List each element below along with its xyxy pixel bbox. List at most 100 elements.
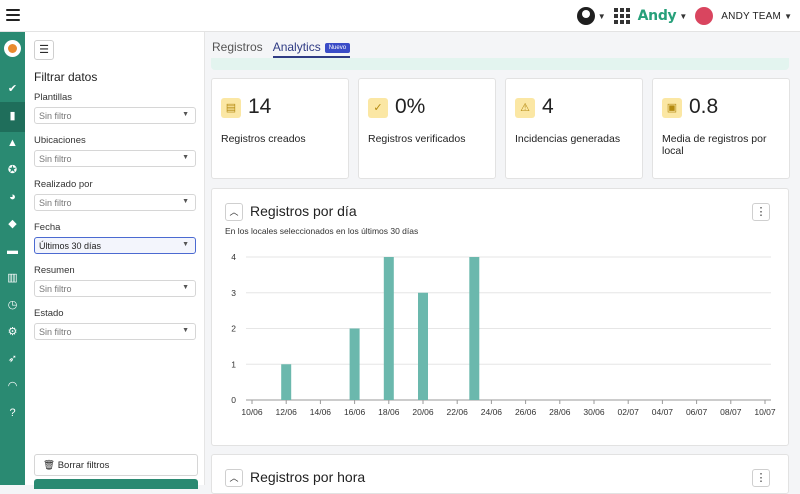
y-tick-label: 2: [231, 324, 236, 334]
fecha-select[interactable]: Últimos 30 días ▼: [34, 237, 196, 254]
x-tick-label: 02/07: [618, 407, 640, 417]
filter-resumen: Resumen Sin filtro ▼: [34, 265, 196, 297]
panel-subtitle: En los locales seleccionados en los últi…: [225, 226, 419, 236]
stat-value: 14: [248, 95, 272, 118]
team-name[interactable]: ANDY TEAM: [721, 10, 782, 22]
x-tick-label: 12/06: [276, 407, 298, 417]
realizado-por-select[interactable]: Sin filtro ▼: [34, 194, 196, 211]
sliders-icon[interactable]: ☰: [34, 40, 54, 60]
account-settings-icon[interactable]: [576, 7, 595, 25]
clipboard-list-icon: ▤: [221, 98, 241, 118]
stat-card-media-local: ▣ 0.8 Media de registros por local: [652, 78, 790, 179]
x-tick-label: 18/06: [378, 407, 400, 417]
filter-fecha: Fecha Últimos 30 días ▼: [34, 222, 196, 254]
pie-chart-icon[interactable]: ◕: [9, 191, 16, 203]
x-tick-label: 06/07: [686, 407, 708, 417]
apply-filters-button[interactable]: [34, 479, 198, 489]
filter-plantillas: Plantillas Sin filtro ▼: [34, 92, 196, 124]
select-value: Sin filtro: [39, 327, 72, 337]
x-tick-label: 26/06: [515, 407, 537, 417]
select-value: Sin filtro: [39, 284, 72, 294]
x-tick-label: 08/07: [720, 407, 742, 417]
x-tick-label: 04/07: [652, 407, 674, 417]
filter-realizado-por: Realizado por Sin filtro ▼: [34, 179, 196, 211]
clear-filters-button[interactable]: 🗑 Borrar filtros: [34, 454, 198, 476]
filter-label: Realizado por: [34, 179, 93, 190]
plantillas-select[interactable]: Sin filtro ▼: [34, 107, 196, 124]
filters-title: Filtrar datos: [34, 70, 98, 84]
top-right-actions: ▼ Andy ▼ ANDY TEAM ▼: [576, 5, 792, 27]
top-bar: ▼ Andy ▼ ANDY TEAM ▼: [0, 0, 800, 32]
stat-label: Registros verificados: [368, 133, 466, 145]
stat-value: 0.8: [689, 95, 719, 118]
bar: [349, 328, 360, 400]
clipboard-icon[interactable]: ▮: [9, 110, 16, 122]
tag-icon[interactable]: ◆: [8, 218, 17, 230]
headset-icon[interactable]: ◠: [7, 380, 18, 392]
new-badge: Nuevo: [324, 42, 351, 53]
collapse-chevron-icon[interactable]: ︿: [225, 469, 243, 487]
stat-label: Media de registros por local: [662, 133, 767, 157]
stat-card-registros-creados: ▤ 14 Registros creados: [211, 78, 349, 179]
building-icon[interactable]: ▥: [7, 272, 18, 284]
chat-icon[interactable]: ▬: [7, 245, 18, 257]
chevron-down-icon[interactable]: ▼: [784, 11, 792, 21]
avatar[interactable]: [695, 7, 714, 25]
store-icon: ▣: [662, 98, 682, 118]
x-tick-label: 16/06: [344, 407, 366, 417]
apps-grid-icon[interactable]: [613, 8, 630, 24]
ubicaciones-select[interactable]: Sin filtro ▼: [34, 150, 196, 167]
warning-icon[interactable]: ▲: [7, 137, 18, 149]
x-tick-label: 28/06: [549, 407, 571, 417]
trash-icon: 🗑: [43, 460, 56, 471]
select-value: Últimos 30 días: [39, 241, 102, 251]
more-options-icon[interactable]: ⋮: [752, 203, 770, 221]
x-tick-label: 10/07: [754, 407, 776, 417]
app-logo-icon[interactable]: [4, 40, 21, 57]
menu-icon[interactable]: [6, 9, 20, 21]
stat-label: Registros creados: [221, 133, 306, 145]
timer-icon[interactable]: ◷: [7, 299, 18, 311]
caret-down-icon: ▼: [182, 111, 189, 118]
more-options-icon[interactable]: ⋮: [752, 469, 770, 487]
resumen-select[interactable]: Sin filtro ▼: [34, 280, 196, 297]
collapse-chevron-icon[interactable]: ︿: [225, 203, 243, 221]
bar: [469, 257, 480, 400]
caret-down-icon: ▼: [182, 154, 189, 161]
stat-card-registros-verificados: ✓ 0% Registros verificados: [358, 78, 496, 179]
estado-select[interactable]: Sin filtro ▼: [34, 323, 196, 340]
brand-logo[interactable]: Andy: [637, 8, 677, 24]
clear-filters-label: Borrar filtros: [57, 460, 110, 471]
chevron-down-icon[interactable]: ▼: [679, 11, 688, 21]
chevron-down-icon[interactable]: ▼: [597, 11, 606, 21]
tab-bar: Registros Analytics Nuevo: [212, 40, 351, 58]
stat-value: 4: [542, 95, 554, 118]
help-icon[interactable]: ?: [9, 407, 16, 419]
bar-chart: 0 1 2 3 4 10/06 12/06 14/06 16/06 18/06 20/06 22/06…: [231, 252, 776, 417]
stat-value: 0%: [395, 95, 426, 118]
caret-down-icon: ▼: [182, 241, 189, 248]
bar: [281, 364, 292, 400]
check-circle-icon[interactable]: ✔: [7, 83, 18, 95]
y-tick-label: 4: [231, 252, 236, 262]
tab-analytics[interactable]: Analytics Nuevo: [272, 40, 351, 58]
gear-icon[interactable]: ⚙: [7, 326, 18, 338]
y-tick-label: 3: [231, 288, 236, 298]
caret-down-icon: ▼: [182, 284, 189, 291]
filter-estado: Estado Sin filtro ▼: [34, 308, 196, 340]
rocket-icon[interactable]: ➶: [7, 353, 18, 365]
select-value: Sin filtro: [39, 154, 72, 164]
stat-card-incidencias: ⚠ 4 Incidencias generadas: [505, 78, 643, 179]
bar: [383, 257, 394, 400]
y-tick-label: 1: [231, 359, 236, 369]
x-tick-label: 24/06: [481, 407, 503, 417]
panel-title: Registros por hora: [250, 469, 366, 485]
x-tick-label: 22/06: [447, 407, 469, 417]
y-tick-label: 0: [231, 395, 236, 405]
filter-label: Fecha: [34, 222, 61, 233]
caret-down-icon: ▼: [182, 198, 189, 205]
bar: [418, 292, 428, 400]
x-tick-label: 20/06: [412, 407, 434, 417]
award-icon[interactable]: ✪: [7, 164, 18, 176]
tab-registros[interactable]: Registros: [212, 40, 263, 54]
